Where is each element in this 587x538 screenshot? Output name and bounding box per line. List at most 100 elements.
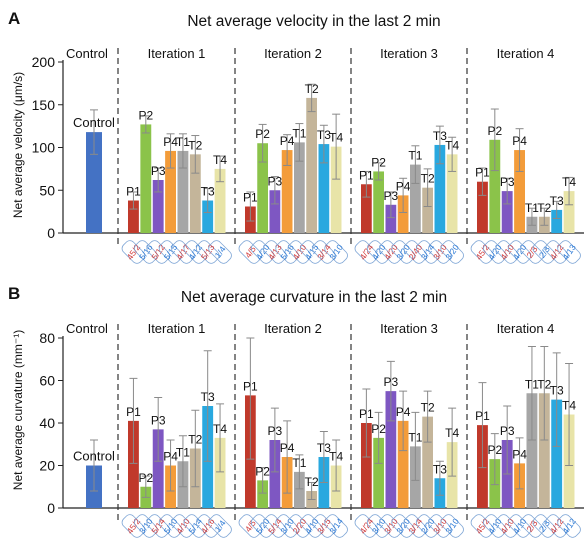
bar-t2 xyxy=(422,416,433,508)
bar-label: T2 xyxy=(305,475,319,489)
count-badge xyxy=(146,240,170,264)
bar-t2 xyxy=(306,97,317,233)
count-badge xyxy=(208,514,232,538)
bar-t4 xyxy=(214,168,226,233)
bar-t2 xyxy=(538,393,550,508)
bar-label: T4 xyxy=(562,175,576,189)
bar-label: P2 xyxy=(371,155,386,169)
count-label: 3/10 xyxy=(327,242,345,262)
bar-label: Control xyxy=(73,449,115,464)
bar-label: T1 xyxy=(292,126,306,140)
count-badge xyxy=(287,514,312,538)
bar-p3 xyxy=(385,204,397,233)
count-label: 3/10 xyxy=(443,516,461,536)
count-badge xyxy=(391,240,415,264)
count-badge xyxy=(379,240,403,264)
bar-label: P4 xyxy=(280,134,295,148)
bar-t4 xyxy=(330,146,342,233)
bar-p1 xyxy=(361,184,372,233)
group-label: Iteration 2 xyxy=(264,321,322,336)
bar-label: P3 xyxy=(384,375,399,389)
bar-label: P1 xyxy=(475,166,490,180)
bar-p4 xyxy=(281,150,293,233)
count-badge xyxy=(250,240,275,264)
count-badge xyxy=(183,514,208,538)
bar-label: P3 xyxy=(500,175,515,189)
bar-t3 xyxy=(434,144,446,233)
count-badge xyxy=(495,514,519,538)
bar-label: T2 xyxy=(188,433,202,447)
bar-t1 xyxy=(177,150,189,233)
count-badge xyxy=(312,514,336,538)
y-tick-label: 0 xyxy=(47,225,55,241)
count-badge xyxy=(520,514,544,538)
count-badge xyxy=(195,514,220,538)
count-badge xyxy=(250,514,275,538)
bar-label: T1 xyxy=(292,456,306,470)
bar-p3 xyxy=(152,179,164,233)
bar-p3 xyxy=(501,191,513,233)
bar-label: T1 xyxy=(525,377,539,391)
count-badge xyxy=(557,514,581,538)
bar-label: T3 xyxy=(550,194,564,208)
bar-label: P2 xyxy=(255,127,270,141)
bar-p2 xyxy=(257,480,268,508)
bar-p2 xyxy=(373,437,384,508)
count-badge xyxy=(134,240,158,264)
y-axis-label-curvature: Net average curvature (mm⁻¹) xyxy=(11,330,25,490)
group-label: Iteration 1 xyxy=(148,46,206,61)
count-badge xyxy=(507,240,532,264)
count-badge xyxy=(238,514,263,538)
bar-p3 xyxy=(269,190,281,233)
bar-t3 xyxy=(202,200,214,233)
bar-label: P4 xyxy=(280,441,295,455)
count-badge xyxy=(275,240,299,264)
bar-label: T3 xyxy=(317,441,331,455)
bar-label: P4 xyxy=(396,405,411,419)
bar-label: T3 xyxy=(433,462,447,476)
count-label: 3/20 xyxy=(443,242,461,262)
count-label: 1/4 xyxy=(213,518,228,534)
y-tick-label: 0 xyxy=(47,500,55,516)
bar-label: P4 xyxy=(163,450,178,464)
count-badge xyxy=(158,514,183,538)
group-label: Control xyxy=(66,321,108,336)
bar-t3 xyxy=(318,144,330,233)
bar-label: T2 xyxy=(537,201,551,215)
count-badge xyxy=(183,240,208,264)
bar-label: P3 xyxy=(151,413,166,427)
bar-label: T1 xyxy=(408,149,422,163)
count-badge xyxy=(121,240,146,264)
group-label: Iteration 3 xyxy=(380,321,438,336)
bar-label: P2 xyxy=(487,124,502,138)
bar-label: T3 xyxy=(201,390,215,404)
count-badge xyxy=(483,514,507,538)
bar-label: T3 xyxy=(433,129,447,143)
bar-label: P3 xyxy=(384,189,399,203)
bar-t2 xyxy=(422,187,433,233)
count-badge xyxy=(354,240,379,264)
count-badge xyxy=(507,514,532,538)
bar-p1 xyxy=(128,420,139,508)
y-tick-label: 150 xyxy=(32,97,56,113)
bar-label: T1 xyxy=(525,201,539,215)
count-badge xyxy=(275,514,299,538)
bar-label: T1 xyxy=(176,445,190,459)
bar-t1 xyxy=(294,142,305,233)
bar-label: P1 xyxy=(243,379,258,393)
bar-t4 xyxy=(563,191,575,233)
bar-p2 xyxy=(373,171,384,233)
count-badge xyxy=(312,240,336,264)
count-badge xyxy=(544,240,569,264)
bar-t3 xyxy=(551,209,563,233)
y-tick-label: 200 xyxy=(32,54,56,70)
bar-t1 xyxy=(294,471,305,508)
count-badge xyxy=(171,240,195,264)
y-tick-label: 100 xyxy=(32,140,56,156)
count-label: 3/14 xyxy=(327,516,345,536)
bar-label: P1 xyxy=(475,409,490,423)
count-badge xyxy=(354,514,379,538)
y-axis-label-velocity: Net average velocity (μm/s) xyxy=(11,72,25,218)
panel-label-a: A xyxy=(8,9,20,28)
